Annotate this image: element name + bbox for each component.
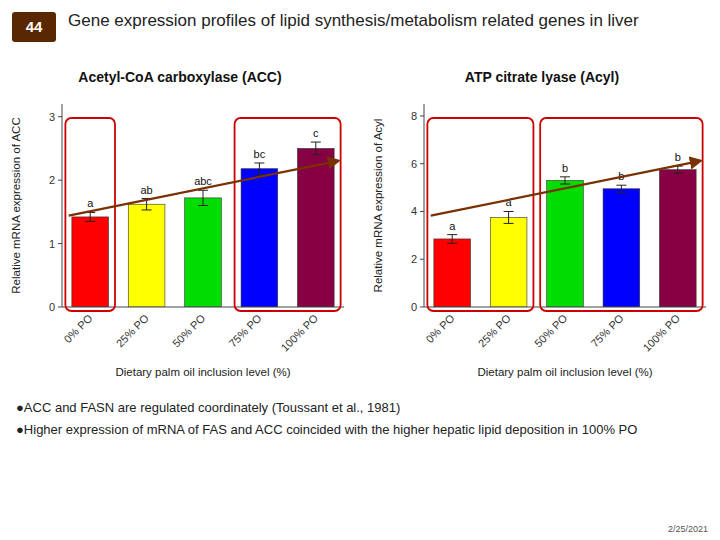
significance-letter: b — [562, 162, 568, 174]
page-title: Gene expression profiles of lipid synthe… — [68, 10, 688, 32]
y-axis-line — [62, 104, 63, 307]
y-tick — [420, 259, 424, 260]
x-axis-label: Dietary palm oil inclusion level (%) — [477, 366, 652, 378]
bar — [128, 204, 165, 307]
slide-number: 44 — [12, 12, 56, 42]
significance-letter: a — [449, 220, 456, 232]
date-stamp: 2/25/2021 — [668, 524, 708, 534]
bullet-note: ●Higher expression of mRNA of FAS and AC… — [16, 420, 704, 439]
error-bar — [198, 190, 208, 205]
bar — [547, 180, 584, 307]
bar — [241, 169, 278, 307]
chart-title: ATP citrate lyase (Acyl) — [465, 69, 619, 85]
y-tick-label: 0 — [411, 301, 417, 313]
significance-letter: abc — [194, 175, 212, 187]
y-tick-label: 8 — [411, 110, 417, 122]
x-tick-label: 100% PO — [278, 312, 320, 354]
bullet-note: ●ACC and FASN are regulated coordinately… — [16, 398, 704, 417]
trend-arrow — [431, 161, 701, 216]
error-bar — [560, 177, 570, 184]
x-tick-label: 0% PO — [61, 312, 94, 345]
x-tick-label: 75% PO — [226, 312, 264, 350]
bar — [72, 217, 109, 307]
trend-arrow — [69, 161, 339, 216]
highlight-box — [540, 118, 702, 311]
bar — [297, 148, 334, 307]
significance-letter: c — [313, 127, 319, 139]
y-axis-line — [424, 104, 425, 307]
y-axis-label: Relative mRNA expression of ACC — [10, 117, 22, 293]
bar — [434, 239, 471, 307]
y-tick — [420, 115, 424, 116]
x-tick-label: 100% PO — [640, 312, 682, 354]
error-bar — [504, 211, 514, 223]
error-bar — [85, 212, 95, 221]
y-tick — [58, 243, 62, 244]
y-tick — [58, 180, 62, 181]
bar — [185, 198, 222, 307]
x-tick-label: 25% PO — [476, 312, 514, 350]
highlight-box — [235, 118, 341, 311]
notes: ●ACC and FASN are regulated coordinately… — [16, 398, 704, 442]
bar-chart: ATP citrate lyase (Acyl)aabbb024680% PO2… — [366, 62, 718, 387]
y-tick — [420, 211, 424, 212]
significance-letter: a — [87, 197, 94, 209]
y-tick-label: 1 — [49, 238, 55, 250]
significance-letter: bc — [254, 148, 266, 160]
y-tick — [420, 307, 424, 308]
y-tick — [58, 307, 62, 308]
y-tick-label: 6 — [411, 158, 417, 170]
y-tick-label: 2 — [411, 253, 417, 265]
bar — [603, 189, 640, 307]
plot-area — [72, 142, 334, 307]
x-axis-label: Dietary palm oil inclusion level (%) — [115, 366, 290, 378]
error-bar — [254, 163, 264, 174]
y-tick-label: 4 — [411, 205, 417, 217]
y-tick-label: 0 — [49, 301, 55, 313]
error-bar — [616, 185, 626, 192]
x-axis-line — [424, 307, 706, 308]
x-tick-label: 25% PO — [114, 312, 152, 350]
significance-letter: ab — [140, 184, 152, 196]
y-axis-label: Relative mRNA expression of Acyl — [372, 119, 384, 293]
highlight-box — [427, 118, 533, 311]
x-tick-label: 50% PO — [532, 312, 570, 350]
error-bar — [447, 235, 457, 244]
x-axis-line — [62, 307, 344, 308]
y-tick — [58, 116, 62, 117]
bar — [490, 217, 527, 307]
x-tick-label: 50% PO — [170, 312, 208, 350]
bar-chart: Acetyl-CoA carboxylase (ACC) a ab abc bc c 0 1 2… — [4, 62, 356, 387]
bar — [659, 170, 696, 307]
error-bar — [311, 142, 321, 155]
significance-letter: b — [675, 151, 681, 163]
y-tick-label: 2 — [49, 174, 55, 186]
y-tick — [420, 163, 424, 164]
x-tick-label: 0% PO — [423, 312, 456, 345]
chart-title: Acetyl-CoA carboxylase (ACC) — [78, 69, 281, 85]
plot-area — [434, 166, 696, 307]
x-tick-label: 75% PO — [588, 312, 626, 350]
y-tick-label: 3 — [49, 111, 55, 123]
